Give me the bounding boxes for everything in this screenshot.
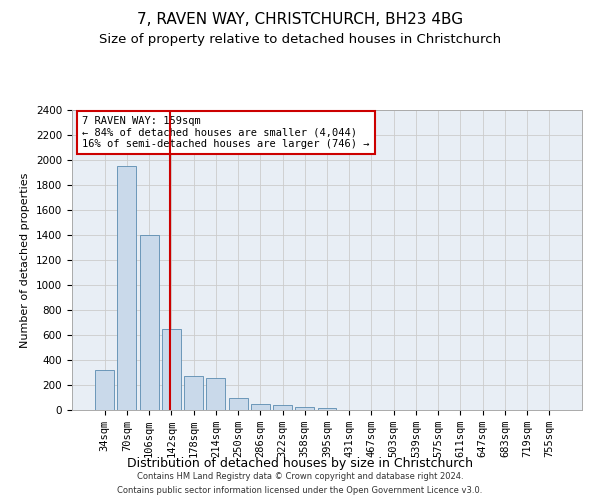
Bar bbox=[317, 408, 337, 410]
Bar bbox=[251, 404, 270, 410]
Bar bbox=[206, 378, 225, 410]
Text: Contains HM Land Registry data © Crown copyright and database right 2024.: Contains HM Land Registry data © Crown c… bbox=[137, 472, 463, 481]
Bar bbox=[229, 398, 248, 410]
Text: 7, RAVEN WAY, CHRISTCHURCH, BH23 4BG: 7, RAVEN WAY, CHRISTCHURCH, BH23 4BG bbox=[137, 12, 463, 28]
Bar bbox=[95, 370, 114, 410]
Text: 7 RAVEN WAY: 159sqm
← 84% of detached houses are smaller (4,044)
16% of semi-det: 7 RAVEN WAY: 159sqm ← 84% of detached ho… bbox=[82, 116, 370, 149]
Text: Contains public sector information licensed under the Open Government Licence v3: Contains public sector information licen… bbox=[118, 486, 482, 495]
Bar bbox=[162, 329, 181, 410]
Bar bbox=[118, 166, 136, 410]
Bar bbox=[184, 376, 203, 410]
Text: Distribution of detached houses by size in Christchurch: Distribution of detached houses by size … bbox=[127, 458, 473, 470]
Bar bbox=[295, 407, 314, 410]
Y-axis label: Number of detached properties: Number of detached properties bbox=[20, 172, 31, 348]
Bar bbox=[273, 405, 292, 410]
Bar bbox=[140, 235, 158, 410]
Text: Size of property relative to detached houses in Christchurch: Size of property relative to detached ho… bbox=[99, 32, 501, 46]
